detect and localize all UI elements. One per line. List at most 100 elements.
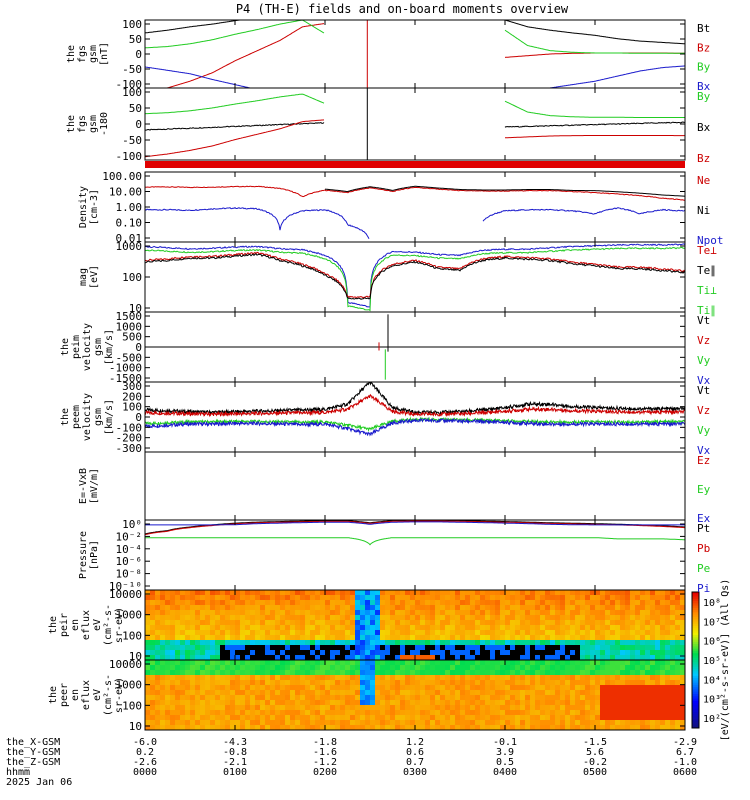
spectro-cell xyxy=(395,720,401,726)
spectro-cell xyxy=(595,685,601,691)
spectro-cell xyxy=(245,645,251,651)
spectro-cell xyxy=(565,610,571,616)
spectro-cell xyxy=(520,645,526,651)
spectro-cell xyxy=(610,665,616,671)
spectro-cell xyxy=(175,625,181,631)
spectro-cell xyxy=(230,720,236,726)
spectro-cell xyxy=(570,595,576,601)
spectro-cell xyxy=(390,590,396,596)
spectro-cell xyxy=(220,705,226,711)
spectro-cell xyxy=(375,640,381,646)
spectro-cell xyxy=(665,660,671,666)
spectro-cell xyxy=(390,645,396,651)
spectro-cell xyxy=(175,620,181,626)
spectro-cell xyxy=(635,655,641,661)
spectro-cell xyxy=(465,610,471,616)
spectro-cell xyxy=(165,685,171,691)
spectro-cell xyxy=(385,720,391,726)
spectro-cell xyxy=(470,700,476,706)
spectro-cell xyxy=(550,635,556,641)
ylabel-fgs2: fgs xyxy=(77,115,88,133)
spectro-cell xyxy=(580,710,586,716)
spectro-cell xyxy=(165,695,171,701)
spectro-cell xyxy=(370,700,376,706)
spectro-cell xyxy=(445,620,451,626)
spectro-cell xyxy=(310,600,316,606)
spectro-cell xyxy=(395,605,401,611)
spectro-cell xyxy=(430,725,436,731)
spectro-cell xyxy=(470,710,476,716)
spectro-cell xyxy=(595,630,601,636)
spectro-cell xyxy=(470,610,476,616)
spectro-cell xyxy=(270,615,276,621)
spectro-cell xyxy=(400,675,406,681)
spectro-cell xyxy=(580,595,586,601)
spectro-cell xyxy=(360,610,366,616)
spectro-cell xyxy=(195,655,201,661)
spectro-cell xyxy=(330,695,336,701)
spectro-cell xyxy=(410,590,416,596)
spectro-cell xyxy=(330,615,336,621)
spectro-cell xyxy=(575,645,581,651)
spectro-cell xyxy=(170,610,176,616)
spectro-cell xyxy=(380,645,386,651)
spectro-cell xyxy=(415,610,421,616)
spectro-cell xyxy=(325,705,331,711)
spectro-cell xyxy=(180,725,186,731)
spectro-cell xyxy=(360,650,366,656)
spectro-cell xyxy=(450,640,456,646)
spectro-cell xyxy=(500,595,506,601)
panel-frame-fgs xyxy=(144,19,686,89)
spectro-cell xyxy=(525,595,531,601)
spectro-cell xyxy=(430,640,436,646)
spectro-cell xyxy=(550,700,556,706)
spectro-cell xyxy=(185,675,191,681)
spectro-cell xyxy=(445,705,451,711)
colorbar-cell xyxy=(692,675,699,679)
spectro-cell xyxy=(625,690,631,696)
spectro-cell xyxy=(630,615,636,621)
spectro-cell xyxy=(405,665,411,671)
spectro-cell xyxy=(320,700,326,706)
spectro-cell xyxy=(215,700,221,706)
spectro-cell xyxy=(255,670,261,676)
spectro-cell xyxy=(160,630,166,636)
spectro-cell xyxy=(475,705,481,711)
spectro-cell xyxy=(670,690,676,696)
spectro-cell xyxy=(155,720,161,726)
spectro-cell xyxy=(595,655,601,661)
spectro-cell xyxy=(495,660,501,666)
spectro-cell xyxy=(400,725,406,731)
spectro-cell xyxy=(360,720,366,726)
spectro-cell xyxy=(185,660,191,666)
spectro-cell xyxy=(510,620,516,626)
spectro-cell xyxy=(425,590,431,596)
spectro-cell xyxy=(485,690,491,696)
spectro-cell xyxy=(160,700,166,706)
spectro-cell xyxy=(315,620,321,626)
spectro-cell xyxy=(475,620,481,626)
spectro-cell xyxy=(605,680,611,686)
spectro-cell xyxy=(270,685,276,691)
spectro-cell xyxy=(415,605,421,611)
spectro-cell xyxy=(185,690,191,696)
spectro-cell xyxy=(305,640,311,646)
spectro-cell xyxy=(475,680,481,686)
spectro-cell xyxy=(450,620,456,626)
spectro-cell xyxy=(380,665,386,671)
spectro-cell xyxy=(205,675,211,681)
spectro-cell xyxy=(370,660,376,666)
spectro-cell xyxy=(485,705,491,711)
spectro-cell xyxy=(315,640,321,646)
spectro-cell xyxy=(385,620,391,626)
spectro-cell xyxy=(590,715,596,721)
spectro-cell xyxy=(555,680,561,686)
spectro-cell xyxy=(575,625,581,631)
spectro-cell xyxy=(455,695,461,701)
spectro-cell xyxy=(610,700,616,706)
spectro-cell xyxy=(390,710,396,716)
spectro-cell xyxy=(415,590,421,596)
spectro-cell xyxy=(470,595,476,601)
spectro-cell xyxy=(155,595,161,601)
spectro-cell xyxy=(340,640,346,646)
